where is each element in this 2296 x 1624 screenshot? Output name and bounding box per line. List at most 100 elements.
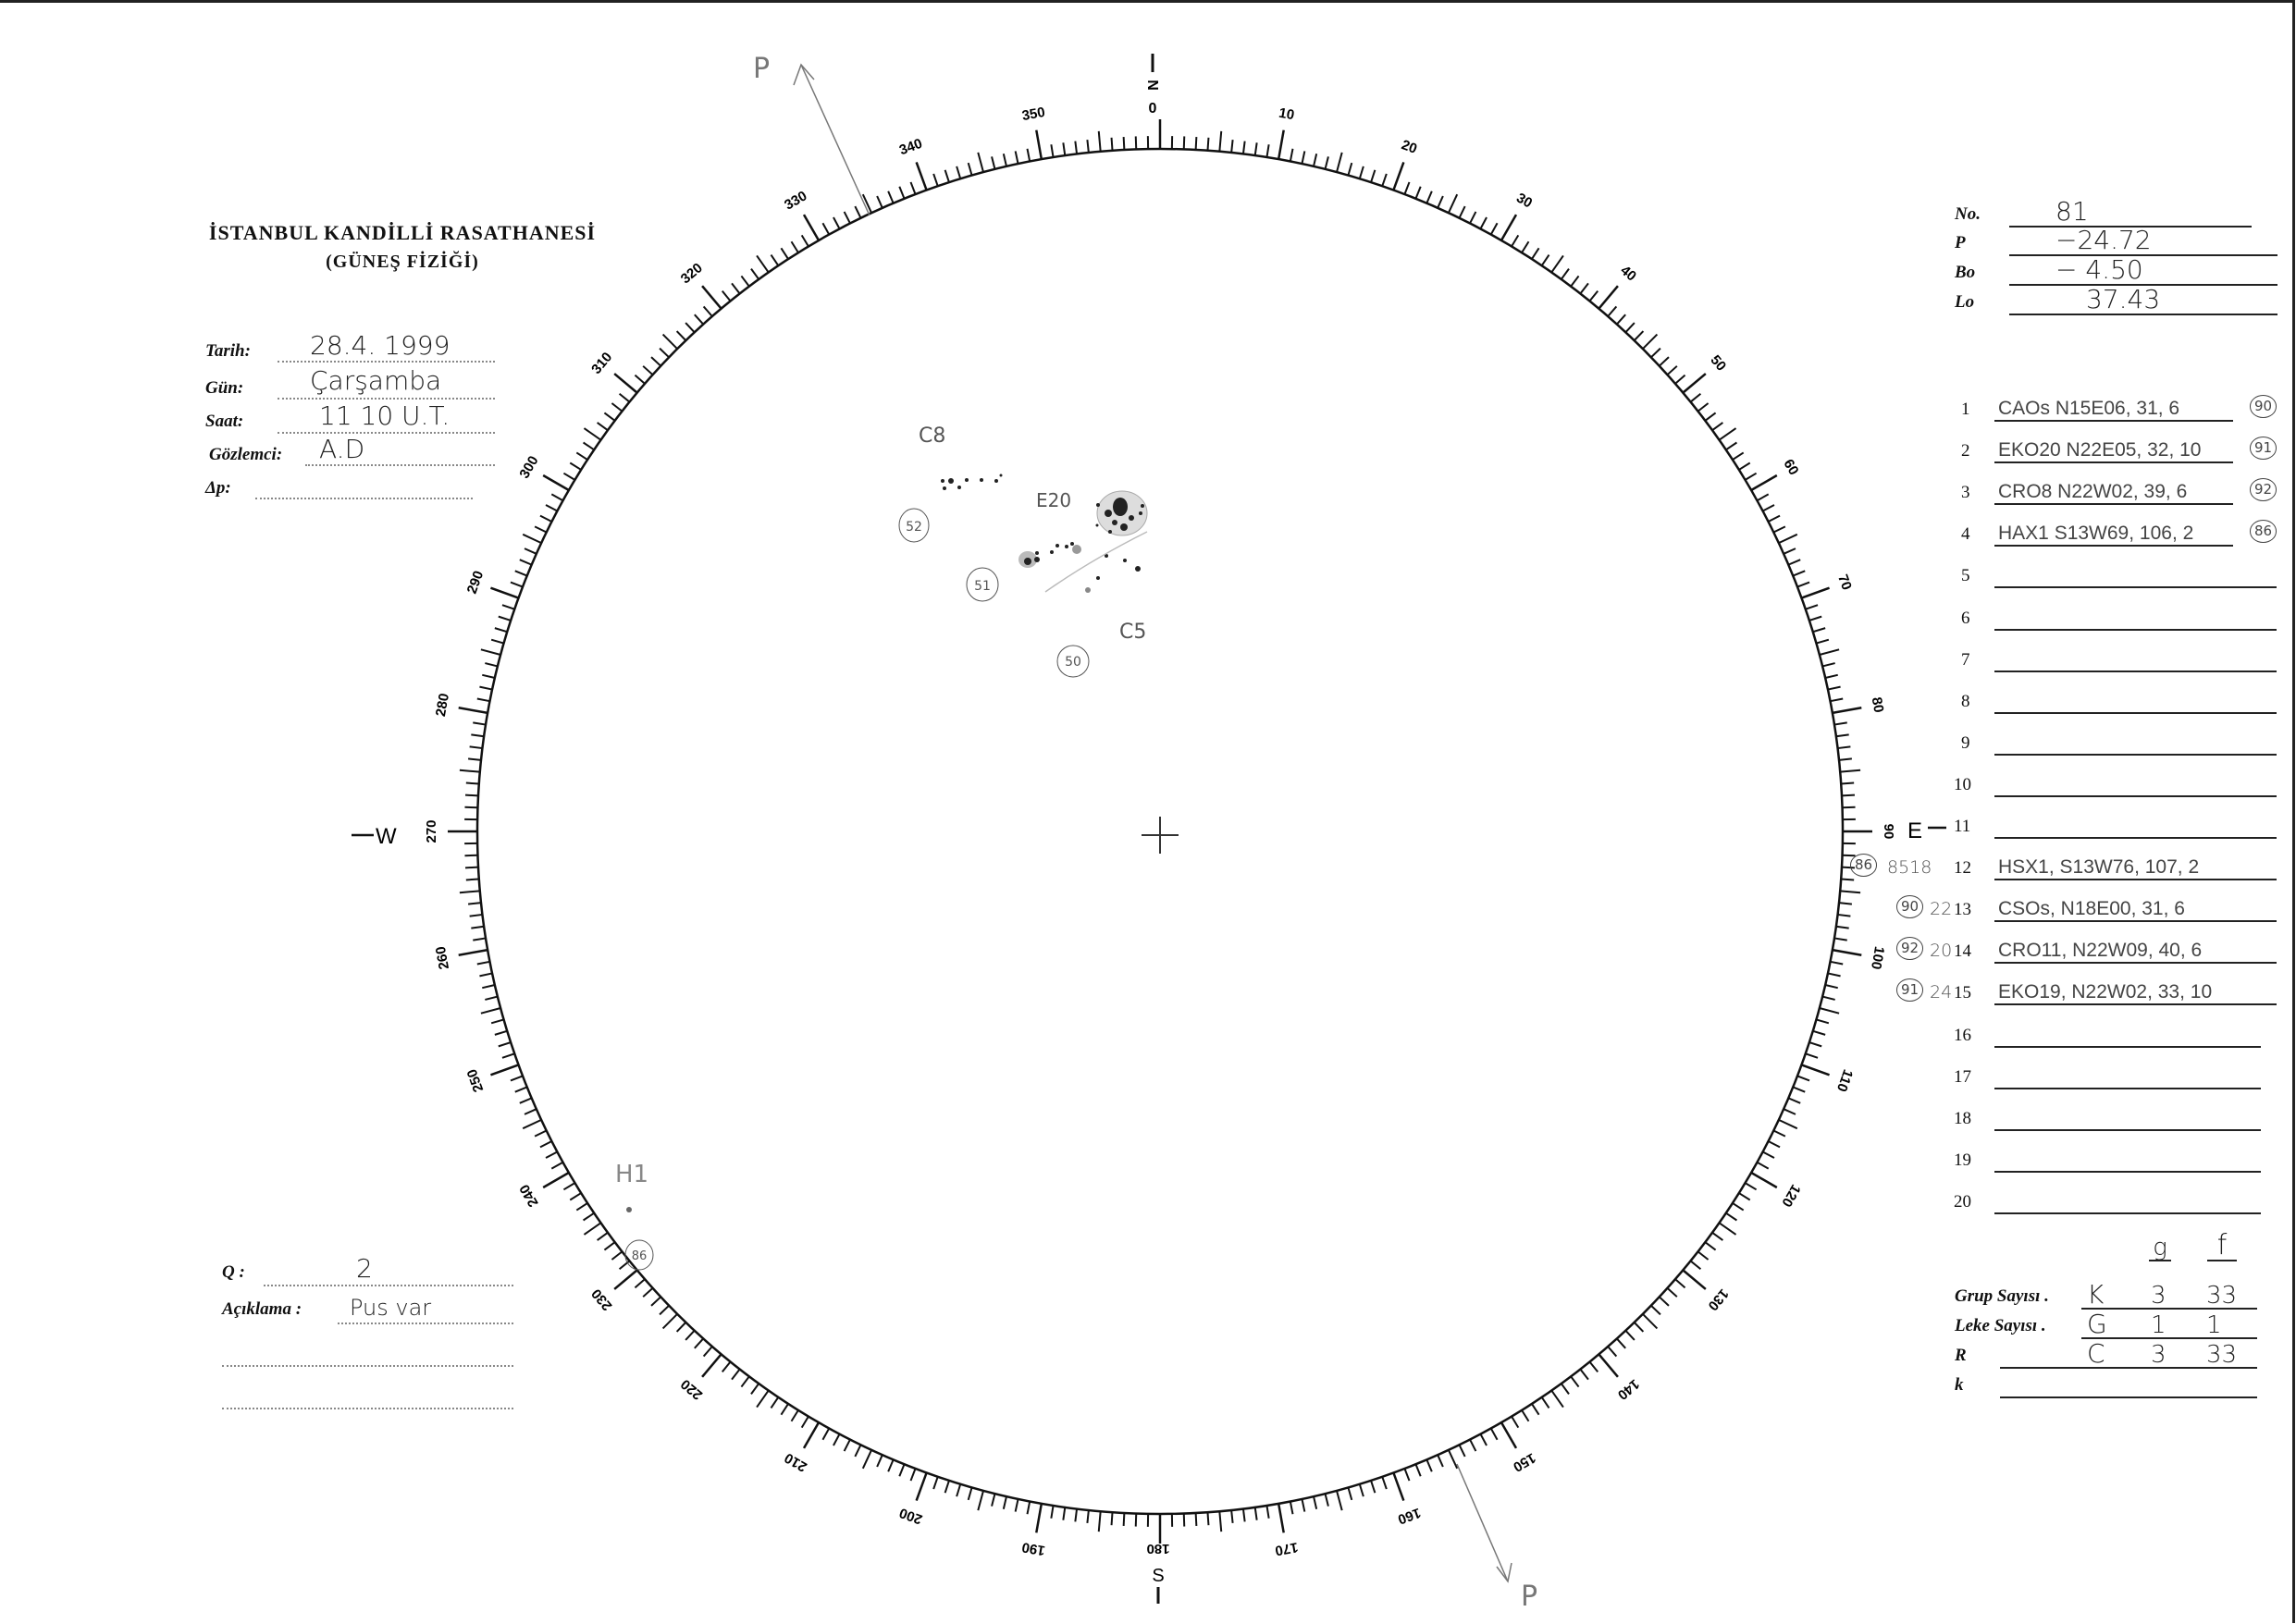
scale-tick xyxy=(1682,1269,1707,1290)
group-row-text: CSOs, N18E00, 31, 6 xyxy=(1998,898,2185,920)
scale-label: 10 xyxy=(1278,105,1295,124)
col-g-header: g xyxy=(2149,1236,2171,1261)
scale-tick xyxy=(1230,1509,1234,1523)
scale-tick xyxy=(1550,254,1564,274)
svg-text:180: 180 xyxy=(1146,1541,1169,1556)
group-label-e20: E20 xyxy=(1036,489,1071,511)
scale-tick xyxy=(887,1458,895,1472)
scale-tick xyxy=(1718,427,1737,441)
ephemeris-label: Lo xyxy=(1955,292,1975,312)
scale-tick xyxy=(661,333,678,350)
group-side-note: 24 xyxy=(1930,982,1953,1003)
scale-tick xyxy=(1841,794,1856,797)
scale-tick xyxy=(575,1202,588,1212)
scale-tick xyxy=(501,604,515,610)
date-line xyxy=(278,361,495,363)
scale-tick xyxy=(1732,1202,1745,1212)
scale-tick xyxy=(1110,1512,1114,1526)
scale-tick xyxy=(1336,1490,1343,1511)
scale-tick xyxy=(1437,1454,1444,1468)
scale-label: 350 xyxy=(1020,105,1046,124)
scale-tick xyxy=(545,504,558,512)
sunspot-sketch: C8 E20 C5 52 51 50 H1 86 xyxy=(615,424,1148,1271)
scale-tick xyxy=(542,474,570,492)
scale-tick xyxy=(1674,1278,1686,1289)
count-g: 3 xyxy=(2151,1341,2166,1369)
group-row-line xyxy=(1994,628,2277,631)
scale-tick xyxy=(471,733,485,738)
scale-label: 210 xyxy=(782,1449,809,1474)
scale-tick xyxy=(510,1075,524,1082)
scale-label: 110 xyxy=(1833,1067,1856,1094)
scale-tick xyxy=(469,913,483,917)
scale-tick xyxy=(1659,1296,1670,1307)
scale-tick xyxy=(1370,1480,1376,1494)
group-side-note: 22 xyxy=(1930,899,1953,920)
count-line xyxy=(2081,1337,2257,1339)
dp-label: Δp: xyxy=(205,478,231,498)
scale-tick xyxy=(1792,1086,1806,1093)
scale-label: 270 xyxy=(424,819,439,843)
scale-tick xyxy=(569,1192,582,1201)
scale-tick xyxy=(1218,130,1223,152)
scale-tick xyxy=(1725,1212,1737,1222)
scale-tick xyxy=(1704,412,1717,422)
scale-tick xyxy=(1035,1503,1043,1533)
scale-tick xyxy=(1289,148,1294,162)
group-row-line xyxy=(1994,420,2233,422)
scale-tick xyxy=(482,984,496,990)
scale-tick xyxy=(1479,1433,1487,1446)
scale-tick xyxy=(479,685,493,691)
group-row-number: 17 xyxy=(1954,1066,1971,1087)
scale-tick xyxy=(802,1421,821,1449)
scale-tick xyxy=(459,890,480,894)
scale-tick xyxy=(583,441,595,451)
group-row-line xyxy=(1994,1003,2277,1006)
scale-tick xyxy=(1447,1449,1459,1470)
group-row-line xyxy=(1994,1170,2261,1173)
scale-tick xyxy=(1841,878,1855,881)
group-row-line xyxy=(1994,794,2277,797)
scale-tick xyxy=(1230,140,1234,154)
group-row-text: CAOs N15E06, 31, 6 xyxy=(1998,398,2180,419)
scale-tick xyxy=(821,1427,831,1441)
svg-text:0: 0 xyxy=(1149,101,1157,117)
group-row-line xyxy=(1994,503,2233,506)
scale-tick xyxy=(1718,1222,1737,1236)
scale-tick xyxy=(1540,254,1550,266)
group-side-note: 20 xyxy=(1930,941,1953,962)
scale-tick xyxy=(1805,1052,1819,1059)
group-id-51: 51 xyxy=(966,567,999,602)
scale-tick xyxy=(1392,1472,1405,1501)
scale-tick xyxy=(1796,1075,1810,1082)
scale-tick xyxy=(731,1368,741,1381)
scale-tick xyxy=(1821,662,1835,668)
count-letter: C xyxy=(2087,1338,2105,1369)
south-marker: 180 S xyxy=(1146,1541,1170,1604)
scale-tick xyxy=(1650,347,1661,359)
scale-tick xyxy=(1579,1368,1589,1381)
scale-tick xyxy=(1812,627,1826,634)
scale-tick xyxy=(1414,186,1422,200)
scale-tick xyxy=(887,191,895,204)
scale-tick xyxy=(1816,638,1830,645)
scale-tick xyxy=(977,152,984,173)
scale-tick xyxy=(1469,1439,1477,1452)
scale-tick xyxy=(1500,214,1518,241)
scale-tick xyxy=(790,240,799,253)
scale-tick xyxy=(583,1222,602,1236)
scale-tick xyxy=(1824,673,1838,679)
north-marker: N 0 xyxy=(1144,54,1160,117)
scale-tick xyxy=(522,533,542,545)
scale-label: 90 xyxy=(1881,824,1896,840)
scale-tick xyxy=(932,173,939,187)
group-row-number: 9 xyxy=(1961,732,1970,753)
scale-tick xyxy=(1697,1250,1710,1261)
scale-tick xyxy=(898,1463,906,1477)
scale-tick xyxy=(1838,902,1852,905)
scale-tick xyxy=(1277,129,1285,160)
group-id-circle: 92 xyxy=(2250,478,2277,501)
scale-tick xyxy=(650,356,661,367)
group-row-line xyxy=(1994,1212,2261,1214)
count-line xyxy=(2000,1367,2257,1369)
